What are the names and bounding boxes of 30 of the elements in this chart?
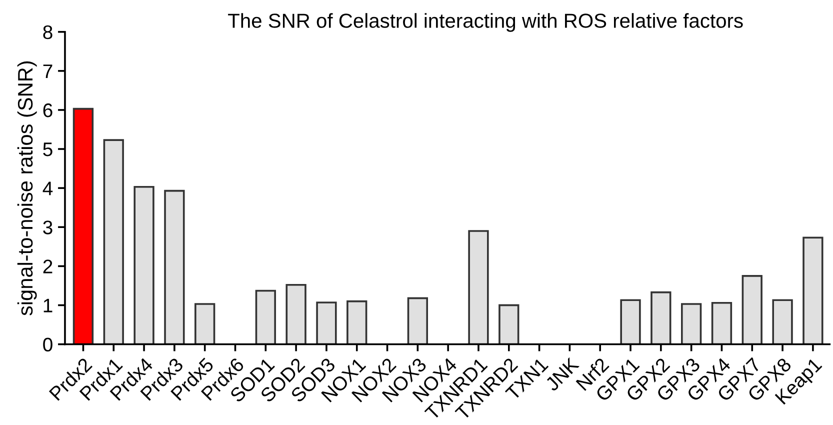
bar bbox=[680, 303, 702, 344]
y-tick-label: 4 bbox=[42, 182, 53, 196]
chart-title: The SNR of Celastrol interacting with ROS relative factors bbox=[228, 13, 743, 32]
y-tick-label: 7 bbox=[43, 64, 52, 78]
bar bbox=[72, 108, 94, 344]
bar bbox=[468, 230, 489, 344]
y-tick-label: 6 bbox=[43, 103, 52, 118]
y-tick-label: 5 bbox=[43, 142, 52, 156]
bar bbox=[772, 299, 793, 344]
bar bbox=[742, 275, 762, 344]
y-tick-label: 2 bbox=[43, 260, 52, 274]
y-tick-label: 3 bbox=[43, 220, 52, 234]
bar bbox=[620, 299, 641, 344]
bar bbox=[316, 302, 337, 344]
y-tick-label: 0 bbox=[43, 338, 52, 352]
bar bbox=[802, 236, 824, 344]
bar bbox=[407, 297, 428, 344]
y-tick-label: 8 bbox=[43, 25, 52, 40]
bar bbox=[255, 290, 276, 344]
bar bbox=[134, 186, 154, 344]
bar bbox=[346, 300, 368, 344]
bar bbox=[103, 139, 124, 344]
bar bbox=[286, 284, 306, 344]
bar bbox=[498, 304, 520, 344]
y-axis-title: signal-to-noise ratios (SNR) bbox=[17, 61, 37, 316]
bar bbox=[164, 190, 185, 344]
bar bbox=[711, 302, 732, 344]
y-tick-label: 1 bbox=[44, 298, 52, 312]
bar bbox=[194, 303, 216, 344]
bar bbox=[650, 291, 672, 344]
